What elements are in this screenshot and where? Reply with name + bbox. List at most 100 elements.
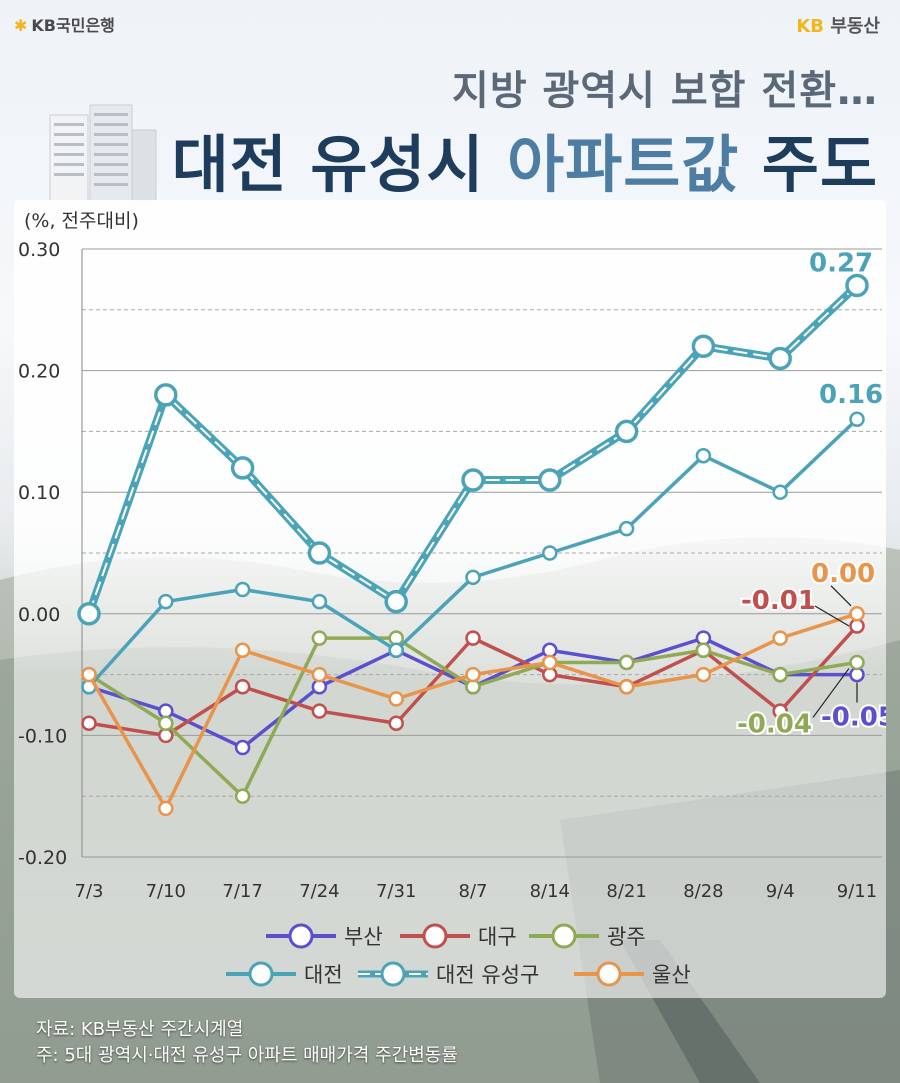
legend-label: 대전 유성구 [436,963,539,987]
data-point [234,581,251,598]
source-notes: 자료: KB부동산 주간시계열 주: 5대 광역시·대전 유성구 아파트 매매가… [36,1017,458,1069]
data-point [388,715,404,731]
legend-item: 대전 유성구 [358,961,539,987]
data-point [772,703,788,719]
legend-item: 대구 [400,923,517,949]
y-tick-label: 0.10 [18,482,60,504]
data-point [618,679,635,695]
legend-label: 대구 [478,925,517,949]
data-point [845,273,869,298]
x-tick-label: 9/11 [837,881,877,902]
data-point [465,666,481,683]
leader-line [814,605,850,627]
data-point [311,630,328,646]
data-point [772,484,788,500]
data-point [81,715,97,731]
legend-label: 대전 [304,963,343,987]
source-text: 자료: KB부동산 주간시계열 [36,1019,244,1040]
subtitle: 지방 광역시 보합 전환… [452,68,878,114]
x-tick-label: 8/21 [606,881,646,902]
data-point [465,569,481,586]
page-title: 대전 유성시 아파트값 주도 [171,128,878,201]
legend-label: 부산 [344,925,383,949]
x-tick-label: 8/7 [459,881,488,902]
data-point [230,456,255,480]
x-tick-label: 7/31 [376,881,416,902]
footnote-text: 주: 5대 광역시·대전 유성구 아파트 매매가격 주간변동률 [36,1045,458,1066]
data-point [691,334,716,359]
value-label: -0.01 [741,586,816,616]
series-3 [81,411,865,695]
legend-marker [248,961,274,987]
chart-panel: (%, 전주대비) 0.30 0.20 0.10 0.00 -0.10 -0.20 7/3 7… [14,200,886,998]
data-point [768,346,792,371]
kb-realestate-logo: KB 부동산 [796,16,880,37]
value-label: 0.27 [809,248,873,278]
data-point [618,520,635,537]
x-tick-label: 7/3 [75,881,104,902]
data-point [311,666,328,683]
legend-item: 광주 [529,923,646,949]
data-point [618,654,635,671]
kb-bank-logo: ✱ KB국민은행 [14,16,115,35]
leader-line [830,585,852,607]
data-point [234,739,251,756]
line-chart: 0.30 0.20 0.10 0.00 -0.10 -0.20 7/3 7/10 7/17 7/2… [18,239,886,987]
data-point [614,419,639,444]
x-tick-label: 7/24 [299,881,339,902]
series-2 [81,630,865,804]
x-tick-label: 7/17 [222,881,262,902]
data-point [542,654,558,671]
data-point [234,788,251,804]
x-tick-label: 7/10 [146,881,186,902]
data-point [465,630,481,646]
data-point [849,654,865,671]
y-tick-label: -0.20 [18,847,67,869]
legend-marker [288,923,314,949]
grid [81,248,882,858]
y-axis-unit-label: (%, 전주대비) [24,210,139,232]
data-point [234,642,251,659]
legend-label: 울산 [652,963,691,987]
kb-star-icon: ✱ [14,16,28,35]
data-point [311,703,328,719]
y-tick-label: 0.00 [18,604,60,626]
data-point [695,642,712,659]
leader-line [812,668,850,718]
legend-label: 광주 [607,925,646,949]
legend-item: 부산 [266,923,383,949]
legend-marker [380,961,406,987]
value-label: -0.05 [821,703,886,733]
legend-marker [596,961,622,987]
data-point [388,691,404,707]
data-point [695,666,712,683]
series-5 [81,606,865,817]
data-point [77,602,101,626]
data-point [695,447,712,464]
legend-marker [551,923,577,949]
data-point [234,679,251,695]
apartment-building-icon [49,104,157,205]
legend-item: 대전 [226,961,343,987]
data-point [538,468,562,492]
legend-marker [422,923,448,949]
data-point [154,383,178,407]
data-point [542,545,558,561]
x-tick-label: 8/14 [530,881,570,902]
data-point [158,800,174,817]
series-line [85,282,860,616]
series-4 [77,273,869,626]
data-point [849,606,865,622]
series-line-dash [88,284,858,615]
x-tick-label: 9/4 [766,881,795,902]
data-point [311,593,328,610]
y-tick-label: -0.10 [18,725,67,747]
data-point [158,715,174,731]
y-tick-label: 0.30 [18,239,60,261]
data-point [849,411,865,427]
data-point [388,642,404,659]
value-label: 0.16 [819,380,883,410]
data-point [772,630,788,646]
data-point [772,666,788,683]
data-point [461,468,485,492]
